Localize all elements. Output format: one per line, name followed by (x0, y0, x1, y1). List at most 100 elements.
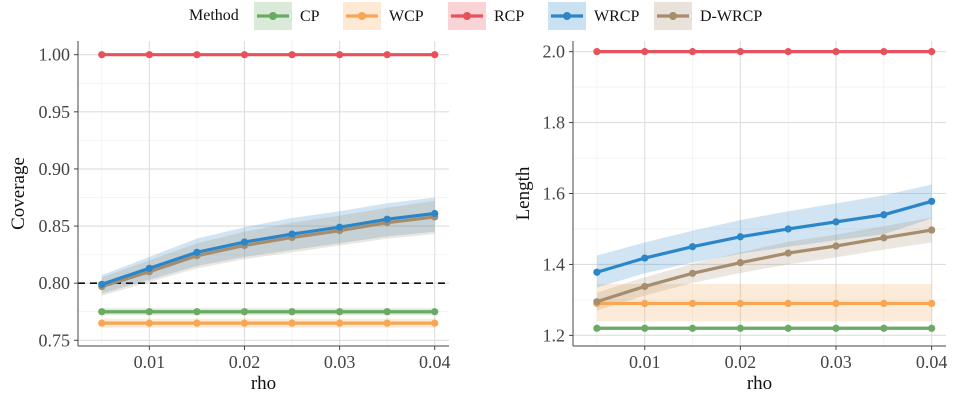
data-point (145, 308, 153, 316)
legend-item-rcp: RCP (448, 2, 524, 30)
y-tick-label: 0.80 (39, 273, 71, 293)
data-point (736, 259, 744, 267)
data-point (383, 215, 391, 223)
x-tick-label: 0.02 (725, 352, 757, 372)
series-line (101, 211, 435, 286)
y-axis-title: Length (513, 166, 534, 220)
y-tick-label: 1.00 (39, 45, 71, 65)
data-point (641, 48, 649, 56)
data-point (593, 268, 601, 276)
legend-item-d-wrcp: D-WRCP (654, 2, 762, 30)
data-point (98, 280, 106, 288)
data-point (641, 324, 649, 332)
data-point (688, 324, 697, 332)
data-point (641, 282, 649, 291)
data-point (880, 48, 888, 56)
series-wrcp (593, 197, 936, 276)
legend-marker-key (463, 12, 471, 20)
data-point (145, 319, 153, 327)
x-tick-label: 0.01 (134, 352, 166, 372)
x-axis-title: rho (251, 373, 276, 394)
x-tick-label: 0.02 (229, 352, 261, 372)
data-point (383, 319, 391, 327)
data-point (145, 51, 153, 59)
data-point (336, 51, 344, 59)
y-tick-label: 1.8 (543, 113, 566, 133)
legend-label: RCP (494, 8, 524, 25)
data-point (688, 48, 697, 56)
y-tick-label: 1.2 (543, 325, 566, 345)
length-panel: 1.2 1.4 1.6 1.8 2.0 0.01 0.02 0.03 0.04 rho Length (513, 41, 947, 394)
y-tick-label: 0.75 (39, 330, 71, 350)
y-tick-label: 0.95 (39, 102, 71, 122)
data-point (832, 218, 840, 226)
x-tick-label: 0.04 (419, 352, 451, 372)
data-point (736, 48, 744, 56)
legend-marker-key (669, 12, 677, 20)
coverage-panel: 0.75 0.80 0.85 0.90 0.95 1.00 0.01 0.02 0.03 0.04… (8, 41, 450, 394)
series-cp (593, 324, 936, 332)
legend-label: WCP (389, 8, 424, 25)
data-point (832, 324, 840, 332)
data-point (736, 324, 744, 332)
y-tick-label: 1.6 (543, 184, 566, 204)
data-point (145, 264, 153, 272)
data-point (98, 308, 106, 316)
data-point (736, 233, 744, 241)
data-point (784, 324, 792, 332)
legend-label: CP (300, 8, 320, 25)
legend-marker-key (269, 12, 277, 20)
series-wrcp (98, 209, 439, 288)
data-point (431, 308, 439, 316)
y-axis-title: Coverage (8, 157, 29, 230)
data-point (193, 248, 201, 256)
band-d-wrcp (596, 217, 932, 311)
y-tick-label: 0.85 (39, 216, 71, 236)
data-point (832, 48, 840, 56)
data-point (193, 308, 201, 316)
x-axis-title: rho (747, 373, 772, 394)
y-tick-label: 1.4 (543, 254, 566, 274)
data-point (641, 254, 649, 262)
data-point (688, 299, 697, 308)
series-wcp (593, 299, 936, 308)
legend-label: WRCP (594, 8, 639, 25)
legend-label: D-WRCP (700, 8, 762, 25)
data-point (641, 299, 649, 308)
data-point (98, 319, 106, 327)
series-rcp (98, 51, 439, 59)
data-point (784, 225, 792, 233)
x-tick-label: 0.01 (629, 352, 661, 372)
data-point (288, 51, 296, 59)
legend-item-wcp: WCP (343, 2, 424, 30)
data-point (928, 48, 936, 56)
series-d-wrcp (593, 226, 936, 306)
x-tick-label: 0.03 (820, 352, 852, 372)
data-point (193, 51, 201, 59)
data-point (431, 209, 439, 218)
data-point (288, 230, 296, 238)
plot-background (78, 41, 449, 346)
data-point (431, 319, 439, 327)
legend-item-cp: CP (254, 2, 320, 30)
data-point (336, 319, 344, 327)
series-line (596, 228, 932, 304)
series-cp (98, 308, 439, 316)
y-tick-label: 2.0 (543, 42, 566, 62)
data-point (784, 249, 792, 257)
data-point (240, 319, 249, 327)
x-tick-label: 0.03 (324, 352, 356, 372)
data-point (928, 197, 936, 205)
data-point (880, 324, 888, 332)
series-line (101, 215, 435, 289)
data-point (736, 299, 744, 308)
data-point (928, 324, 936, 332)
data-point (784, 48, 792, 56)
series-rcp (593, 48, 936, 56)
data-point (288, 308, 296, 316)
data-point (383, 51, 391, 59)
data-point (336, 308, 344, 316)
data-point (593, 48, 601, 56)
data-point (832, 242, 840, 250)
